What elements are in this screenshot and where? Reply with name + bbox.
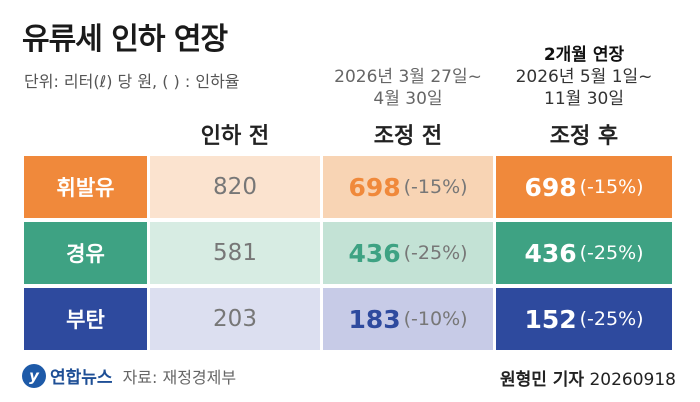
adjust-period-line2: 4월 30일 [373, 89, 443, 109]
row-label: 경유 [24, 222, 147, 284]
footer-source: y 연합뉴스 자료: 재정경제부 [22, 363, 236, 388]
adjust-rate: (-15%) [403, 176, 468, 198]
before-value: 203 [150, 288, 320, 350]
adjust-cell: 698 (-15%) [323, 156, 493, 218]
after-value: 436 [524, 238, 577, 268]
extension-note: 2개월 연장 [543, 45, 625, 65]
logo-text: 연합뉴스 [50, 368, 113, 388]
adjust-value: 436 [348, 238, 401, 268]
after-rate: (-15%) [579, 176, 644, 198]
yonhap-logo-icon: y [22, 363, 46, 388]
after-period-header: 2개월 연장 2026년 5월 1일~ 11월 30일 [496, 44, 672, 110]
after-rate: (-25%) [579, 308, 644, 330]
unit-note: 단위: 리터(ℓ) 당 원, ( ) : 인하율 [24, 72, 240, 91]
col-adjust-label: 조정 전 [373, 124, 443, 149]
after-period-line2: 11월 30일 [544, 89, 624, 109]
adjust-rate: (-10%) [403, 308, 468, 330]
adjust-period-line1: 2026년 3월 27일~ [334, 67, 482, 87]
row-gasoline: 휘발유 820 698 (-15%) 698 (-15%) [24, 156, 672, 218]
after-cell: 436 (-25%) [496, 222, 672, 284]
adjust-value: 183 [348, 304, 401, 334]
after-rate: (-25%) [579, 242, 644, 264]
after-period-line1: 2026년 5월 1일~ [515, 67, 653, 87]
adjust-rate: (-25%) [403, 242, 468, 264]
adjust-period-header: 2026년 3월 27일~ 4월 30일 [323, 66, 493, 110]
row-label: 부탄 [24, 288, 147, 350]
source-note: 자료: 재정경제부 [122, 367, 237, 387]
after-value: 152 [524, 304, 577, 334]
after-cell: 152 (-25%) [496, 288, 672, 350]
credit: 원형민 기자 20260918 [500, 365, 676, 390]
adjust-cell: 436 (-25%) [323, 222, 493, 284]
adjust-cell: 183 (-10%) [323, 288, 493, 350]
col-after-label: 조정 후 [549, 124, 619, 149]
row-diesel: 경유 581 436 (-25%) 436 (-25%) [24, 222, 672, 284]
before-value: 581 [150, 222, 320, 284]
after-value: 698 [524, 172, 577, 202]
before-value: 820 [150, 156, 320, 218]
row-butane: 부탄 203 183 (-10%) 152 (-25%) [24, 288, 672, 350]
after-cell: 698 (-15%) [496, 156, 672, 218]
row-label: 휘발유 [24, 156, 147, 218]
page-title: 유류세 인하 연장 [22, 22, 228, 57]
publish-date: 20260918 [589, 370, 676, 390]
reporter-name: 원형민 기자 [499, 370, 585, 390]
col-before-label: 인하 전 [200, 124, 270, 149]
adjust-value: 698 [348, 172, 401, 202]
